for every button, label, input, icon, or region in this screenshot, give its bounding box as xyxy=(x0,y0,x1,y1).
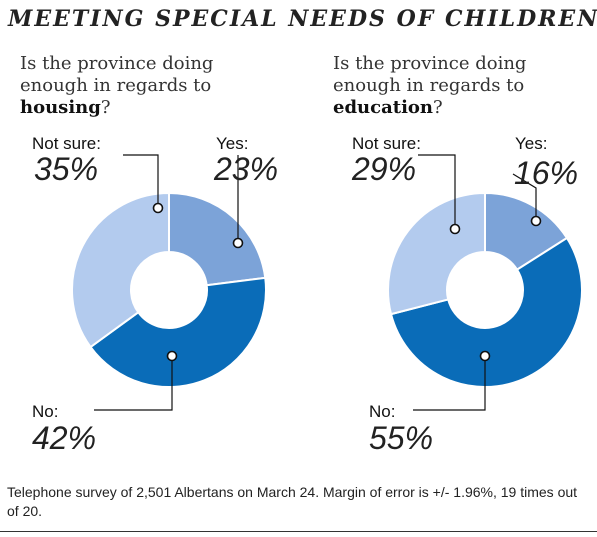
housing-question: Is the province doing enough in regards … xyxy=(20,53,280,119)
housing-not-sure-slice xyxy=(71,191,170,349)
education-not-sure-value: 29% xyxy=(352,151,417,187)
education-yes-label: Yes: xyxy=(515,134,548,153)
housing-yes-slice xyxy=(168,191,267,287)
question-prefix: Is the province doing enough in regards … xyxy=(333,53,527,96)
housing-no-leader-line xyxy=(94,356,173,411)
education-yes-marker xyxy=(530,215,542,227)
housing-not-sure-marker xyxy=(152,202,164,214)
education-not-sure-leader-line xyxy=(418,154,456,229)
chart-title: MEETING SPECIAL NEEDS OF CHILDREN: xyxy=(8,6,597,32)
education-no-label: No: xyxy=(369,402,396,421)
footnote: Telephone survey of 2,501 Albertans on M… xyxy=(7,484,578,519)
question-topic: housing xyxy=(20,97,101,118)
education-yes-value: 16% xyxy=(514,155,579,191)
housing-yes-marker xyxy=(232,237,244,249)
education-yes-leader-line xyxy=(512,173,537,221)
question-suffix: ? xyxy=(433,97,443,118)
question-topic: education xyxy=(333,97,433,118)
education-not-sure-label: Not sure: xyxy=(352,134,421,153)
education-not-sure-marker xyxy=(449,223,461,235)
education-no-value: 55% xyxy=(369,420,434,456)
housing-no-slice xyxy=(89,276,267,388)
housing-not-sure-label: Not sure: xyxy=(32,134,101,153)
housing-not-sure-leader-line xyxy=(123,154,159,208)
housing-no-value: 42% xyxy=(32,420,97,456)
bottom-rule xyxy=(0,531,597,532)
education-no-slice xyxy=(389,236,583,388)
question-suffix: ? xyxy=(100,97,111,118)
housing-no-marker xyxy=(166,350,178,362)
education-question: Is the province doing enough in regards … xyxy=(333,53,593,119)
housing-not-sure-value: 35% xyxy=(34,151,99,187)
education-no-marker xyxy=(479,350,491,362)
housing-yes-label: Yes: xyxy=(216,134,249,153)
housing-yes-value: 23% xyxy=(214,151,279,187)
education-no-leader-line xyxy=(413,356,486,411)
question-prefix: Is the province doing enough in regards … xyxy=(20,53,214,96)
education-not-sure-slice xyxy=(387,191,486,316)
housing-no-label: No: xyxy=(32,402,59,421)
